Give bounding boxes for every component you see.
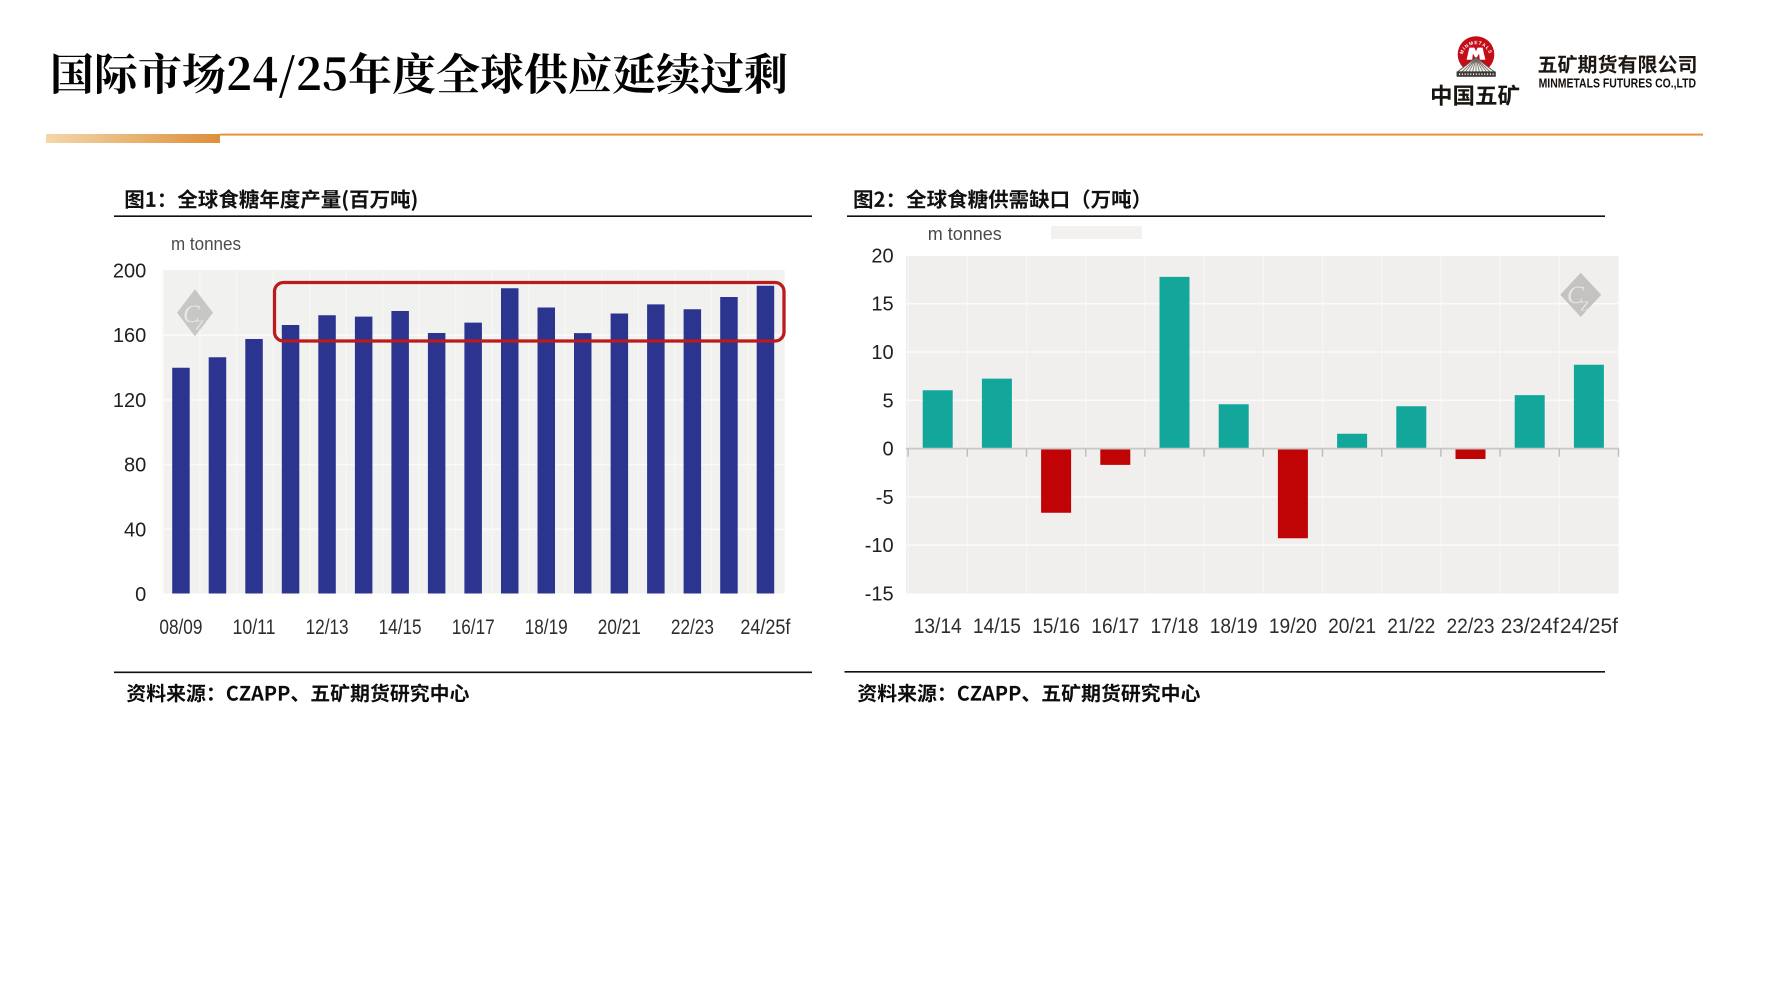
svg-text:13/14: 13/14 — [914, 615, 962, 638]
svg-text:19/20: 19/20 — [1269, 615, 1317, 638]
svg-text:20/21: 20/21 — [598, 616, 641, 639]
svg-text:C: C — [1567, 282, 1584, 309]
svg-text:m tonnes: m tonnes — [171, 234, 241, 254]
svg-text:160: 160 — [113, 325, 146, 347]
svg-text:120: 120 — [113, 390, 146, 412]
svg-text:17/18: 17/18 — [1151, 615, 1199, 638]
svg-text:16/17: 16/17 — [452, 616, 495, 639]
svg-text:14/15: 14/15 — [379, 616, 422, 639]
svg-text:5: 5 — [882, 390, 893, 412]
svg-text:18/19: 18/19 — [1210, 615, 1258, 638]
svg-text:20: 20 — [871, 245, 893, 267]
svg-text:15: 15 — [871, 294, 893, 316]
svg-text:18/19: 18/19 — [525, 616, 568, 639]
svg-text:0: 0 — [882, 439, 893, 461]
svg-text:22/23: 22/23 — [1447, 615, 1495, 638]
svg-text:80: 80 — [124, 455, 146, 477]
svg-text:-15: -15 — [865, 584, 894, 606]
svg-text:22/23: 22/23 — [671, 616, 714, 639]
svg-text:-5: -5 — [876, 487, 894, 509]
svg-text:Z: Z — [196, 319, 204, 334]
svg-text:21/22: 21/22 — [1387, 615, 1435, 638]
svg-text:MINMETALS FUTURES CO.,LTD: MINMETALS FUTURES CO.,LTD — [1539, 76, 1697, 91]
svg-text:24/25f: 24/25f — [1560, 615, 1618, 638]
svg-text:08/09: 08/09 — [159, 616, 202, 639]
svg-text:12/13: 12/13 — [306, 616, 349, 639]
svg-text:m tonnes: m tonnes — [928, 224, 1002, 244]
svg-text:10/11: 10/11 — [233, 616, 276, 639]
svg-text:23/24f: 23/24f — [1501, 615, 1559, 638]
svg-text:20/21: 20/21 — [1328, 615, 1376, 638]
svg-text:40: 40 — [124, 519, 146, 541]
svg-text:10: 10 — [871, 342, 893, 364]
svg-text:14/15: 14/15 — [973, 615, 1021, 638]
svg-text:16/17: 16/17 — [1091, 615, 1139, 638]
svg-text:200: 200 — [113, 261, 146, 283]
svg-text:Z: Z — [1581, 300, 1589, 315]
svg-text:24/25f: 24/25f — [740, 616, 790, 639]
svg-text:15/16: 15/16 — [1032, 615, 1080, 638]
svg-text:C: C — [183, 301, 200, 328]
svg-text:-10: -10 — [865, 535, 894, 557]
svg-text:0: 0 — [135, 584, 146, 606]
